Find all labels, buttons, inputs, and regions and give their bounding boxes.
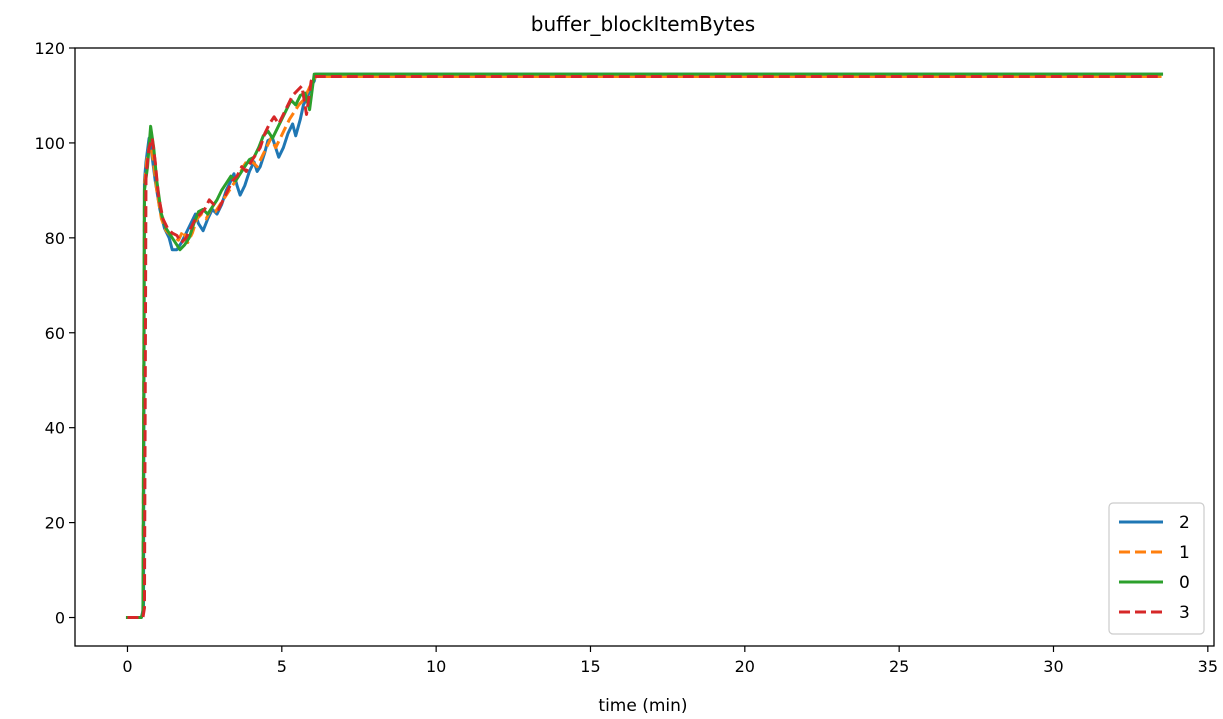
series-line-1 [127, 74, 1162, 620]
y-tick-label: 120 [34, 39, 65, 58]
y-tick-label: 40 [45, 419, 65, 438]
legend-label-2: 2 [1179, 513, 1190, 533]
plot-frame [74, 47, 1215, 647]
x-tick-label: 15 [580, 657, 600, 676]
y-tick-label: 20 [45, 514, 65, 533]
legend-label-1: 1 [1179, 543, 1190, 563]
legend-label-0: 0 [1179, 573, 1190, 593]
y-tick-label: 60 [45, 324, 65, 343]
x-tick-label: 25 [889, 657, 909, 676]
legend: 2 1 0 3 [1108, 502, 1205, 635]
x-tick-label: 20 [735, 657, 755, 676]
x-tick-label: 30 [1043, 657, 1063, 676]
x-tick-label: 35 [1198, 657, 1218, 676]
y-tick-label: 100 [34, 134, 65, 153]
chart-title: buffer_blockItemBytes [531, 12, 755, 36]
y-tick-label: 80 [45, 229, 65, 248]
x-axis-label: time (min) [598, 696, 687, 716]
series-line-3 [127, 74, 1162, 620]
x-tick-label: 5 [277, 657, 287, 676]
plot-lines [125, 72, 1164, 620]
legend-label-3: 3 [1179, 603, 1190, 623]
y-axis-ticks: 0 20 40 60 80 100 120 [34, 39, 75, 628]
series-line-0 [125, 72, 1164, 620]
x-axis-ticks: 0 5 10 15 20 25 30 35 [122, 646, 1218, 676]
x-tick-label: 0 [122, 657, 132, 676]
series-line-2 [125, 72, 1164, 620]
legend-frame [1108, 502, 1205, 635]
x-tick-label: 10 [426, 657, 446, 676]
y-tick-label: 0 [55, 609, 65, 628]
